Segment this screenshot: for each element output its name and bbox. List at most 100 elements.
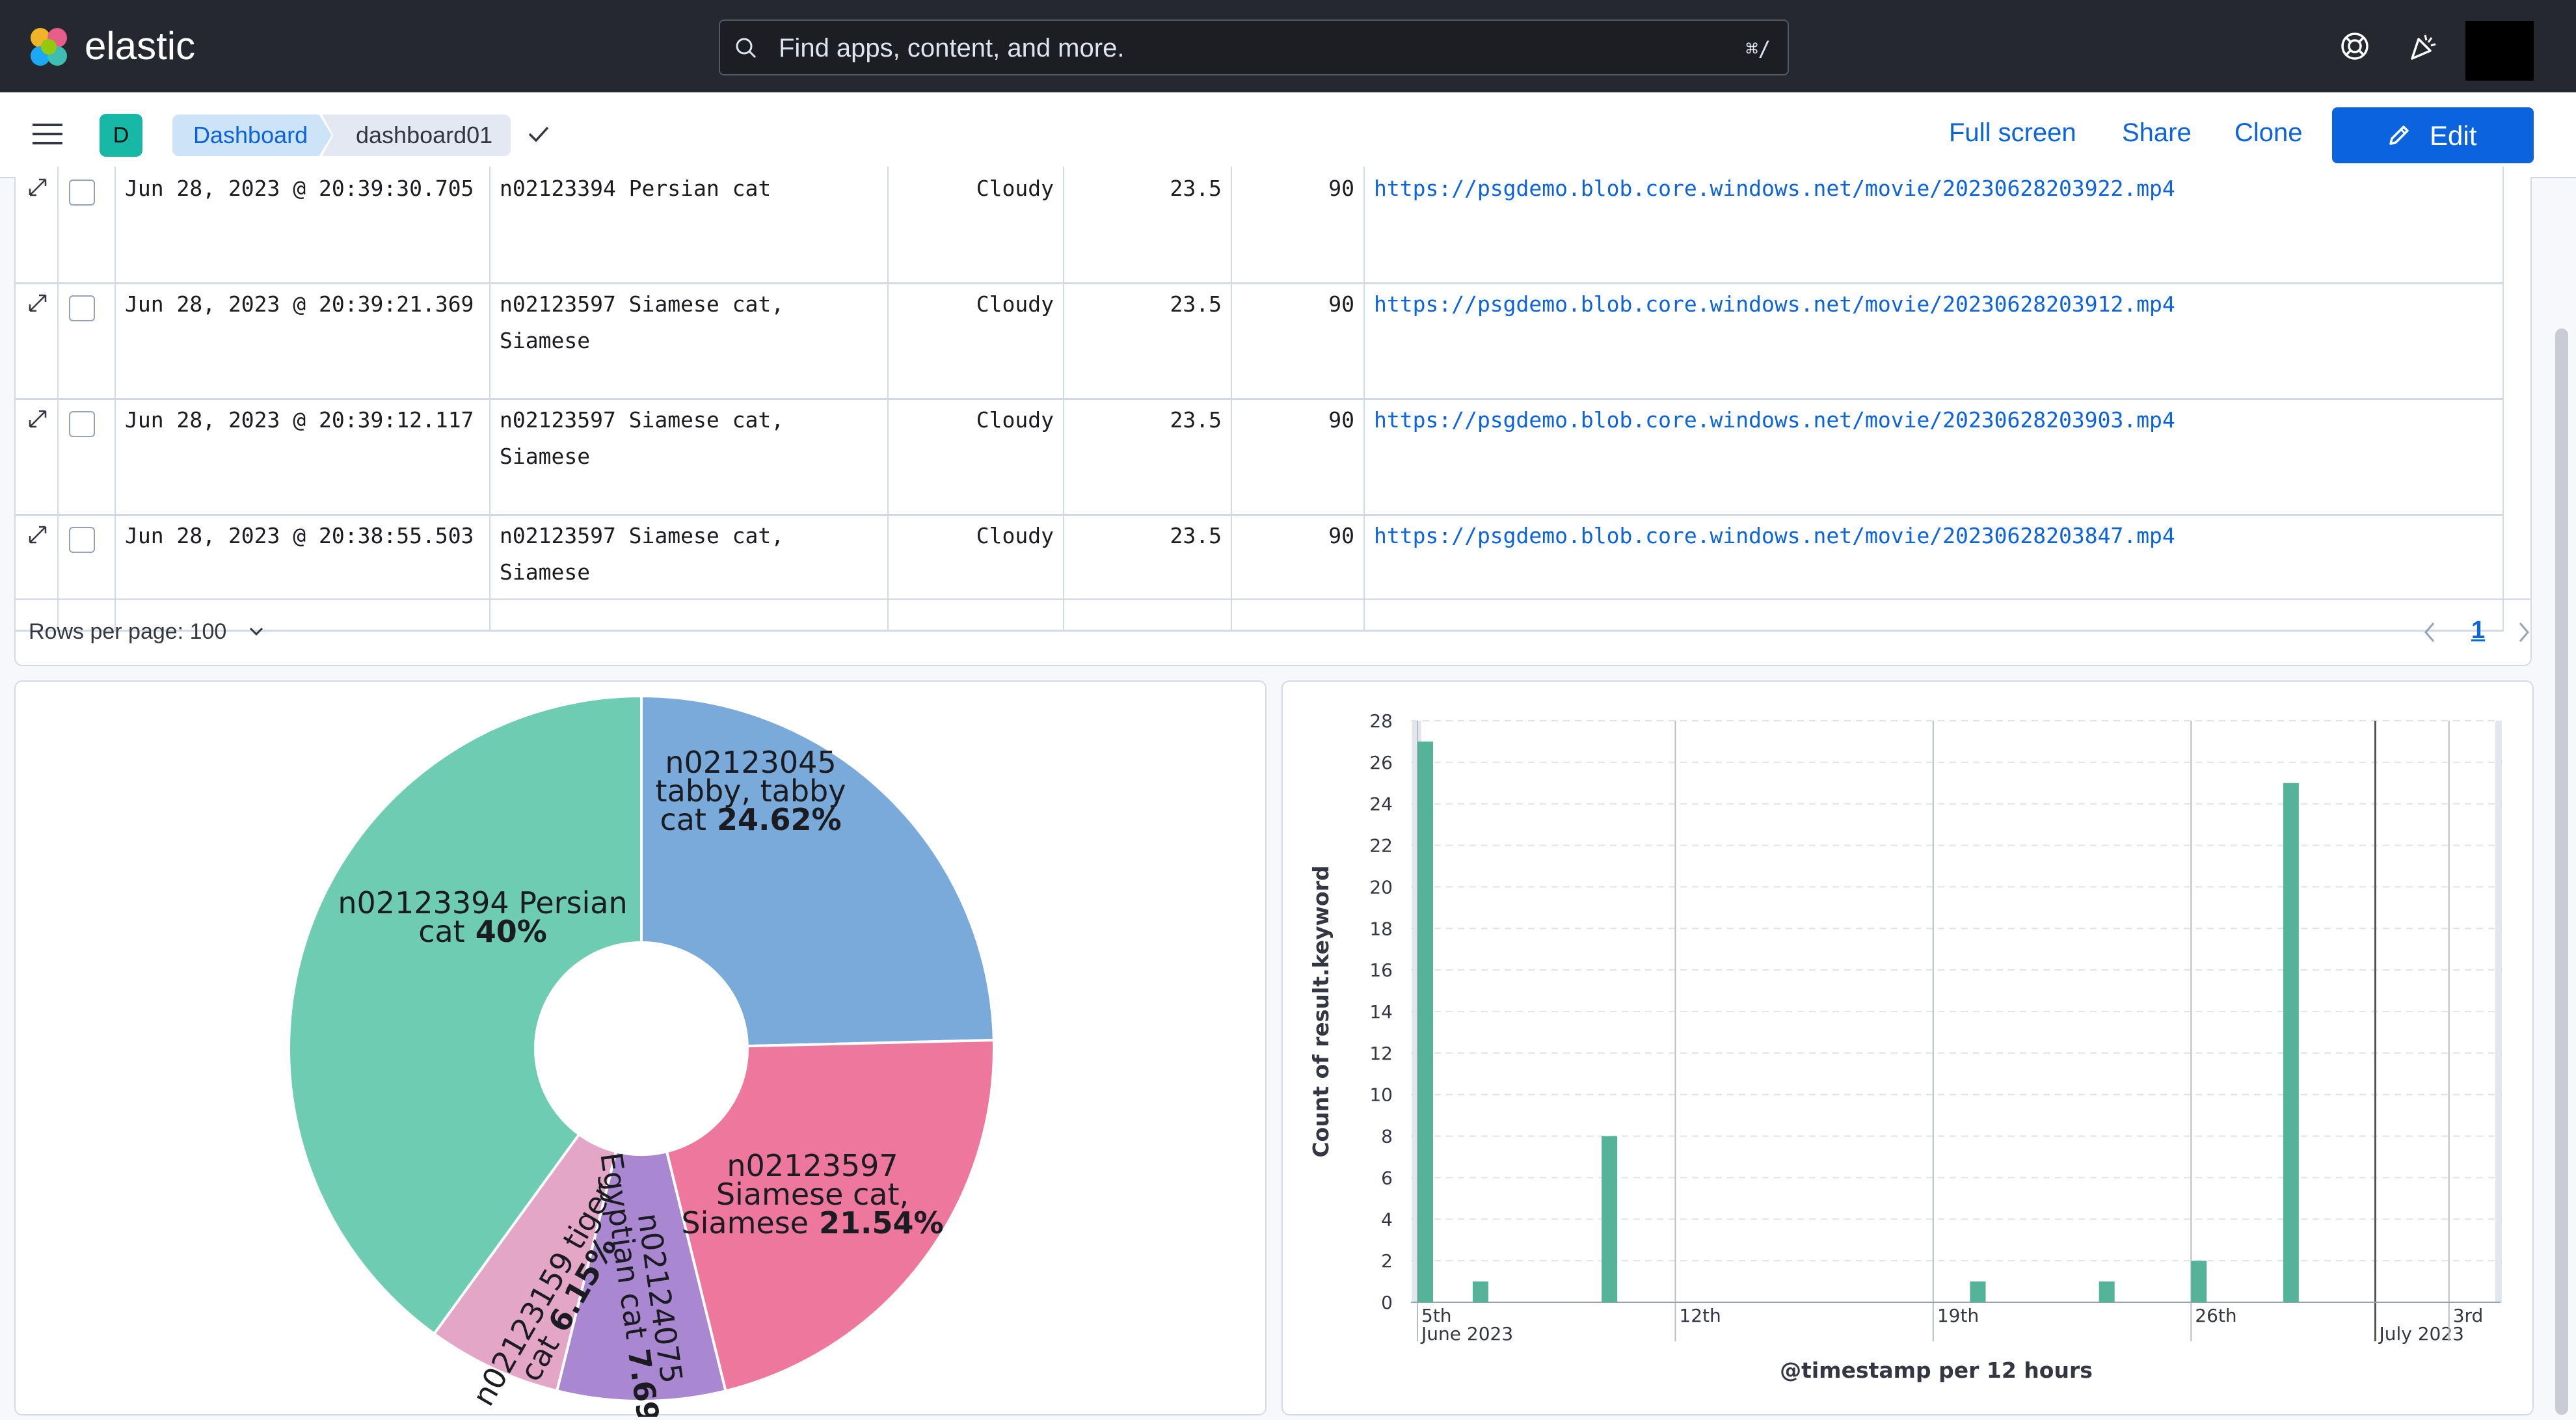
row-checkbox[interactable] — [69, 180, 95, 206]
humidity-cell: 90 — [1232, 398, 1365, 514]
y-tick-label: 12 — [1369, 1043, 1393, 1064]
y-tick-label: 4 — [1381, 1209, 1393, 1230]
check-icon — [528, 126, 549, 142]
expand-icon[interactable] — [26, 407, 49, 431]
url-link[interactable]: https://psgdemo.blob.core.windows.net/mo… — [1365, 398, 2504, 514]
chevron-right-icon[interactable] — [2514, 619, 2534, 645]
row-checkbox[interactable] — [69, 295, 95, 321]
x-tick-label: 19th — [1937, 1305, 1979, 1326]
help-icon[interactable] — [2339, 30, 2371, 62]
space-avatar[interactable]: D — [100, 114, 142, 157]
pie-label-line: Siamese cat, — [716, 1177, 909, 1212]
clone-button[interactable]: Clone — [2234, 118, 2303, 147]
global-search[interactable]: Find apps, content, and more. ⌘/ — [719, 20, 1789, 75]
full-screen-button[interactable]: Full screen — [1949, 118, 2076, 147]
y-tick-label: 16 — [1369, 959, 1393, 981]
row-select-cell[interactable] — [59, 398, 116, 514]
elastic-logo-icon[interactable] — [26, 25, 72, 70]
edit-label: Edit — [2430, 120, 2477, 151]
menu-icon[interactable] — [33, 121, 64, 147]
temperature-cell: 23.5 — [1064, 282, 1232, 398]
pie-slice-label: n02123597 Siamese cat, Siamese 21.54% — [681, 1148, 943, 1240]
row-select-cell[interactable] — [59, 514, 116, 630]
pie-label-line: n02123045 — [665, 745, 836, 780]
row-checkbox[interactable] — [69, 527, 95, 553]
breadcrumb-dashboard01: dashboard01 — [322, 114, 511, 156]
y-tick-label: 28 — [1369, 710, 1393, 732]
humidity-cell: 90 — [1232, 282, 1365, 398]
pie-slice[interactable] — [432, 1132, 618, 1393]
result-cell: n02123394 Persian cat — [490, 167, 889, 282]
bar[interactable] — [2283, 783, 2299, 1302]
pie-slice[interactable] — [555, 1149, 727, 1403]
y-axis-title: Count of result.keyword — [1308, 865, 1334, 1157]
chevron-down-icon[interactable] — [247, 622, 266, 641]
expand-cell[interactable] — [16, 398, 59, 514]
x-axis-title: @timestamp per 12 hours — [1780, 1358, 2093, 1383]
expand-icon[interactable] — [26, 176, 49, 199]
table-footer: Rows per page: 100 1 — [16, 598, 2530, 665]
pie-slice-label: n02123394 Persian cat 40% — [338, 885, 627, 949]
pie-chart: n02123045 tabby, tabby cat 24.62% n02123597… — [288, 694, 995, 1420]
weather-cell: Cloudy — [889, 514, 1064, 630]
y-tick-label: 18 — [1369, 918, 1393, 939]
humidity-cell: 90 — [1232, 167, 1365, 282]
expand-cell[interactable] — [16, 282, 59, 398]
pie-slice-percent: 40% — [465, 914, 547, 949]
temperature-cell: 23.5 — [1064, 398, 1232, 514]
newsfeed-icon[interactable] — [2407, 30, 2439, 62]
expand-icon[interactable] — [26, 291, 49, 315]
bar[interactable] — [2099, 1281, 2115, 1302]
url-link[interactable]: https://psgdemo.blob.core.windows.net/mo… — [1365, 167, 2504, 282]
y-tick-label: 14 — [1369, 1001, 1393, 1023]
row-checkbox[interactable] — [69, 411, 95, 437]
timestamp-cell: Jun 28, 2023 @ 20:38:55.503 — [116, 514, 490, 630]
url-link[interactable]: https://psgdemo.blob.core.windows.net/mo… — [1365, 514, 2504, 630]
row-select-cell[interactable] — [59, 167, 116, 282]
pie-slice[interactable] — [640, 694, 995, 1048]
expand-cell[interactable] — [16, 167, 59, 282]
result-cell: n02123597 Siamese cat, Siamese — [490, 398, 889, 514]
y-tick-label: 2 — [1381, 1250, 1393, 1272]
pie-slice[interactable] — [288, 694, 643, 1336]
expand-cell[interactable] — [16, 514, 59, 630]
bar[interactable] — [1602, 1136, 1618, 1302]
search-input[interactable]: Find apps, content, and more. — [779, 34, 1125, 62]
pie-label-line: Siamese — [681, 1205, 809, 1240]
rows-per-page-select[interactable]: Rows per page: 100 — [29, 619, 227, 644]
x-tick-label: 12th — [1679, 1305, 1721, 1326]
y-tick-label: 10 — [1369, 1084, 1393, 1106]
breadcrumb-dashboard[interactable]: Dashboard — [172, 114, 332, 156]
share-button[interactable]: Share — [2122, 118, 2192, 147]
timestamp-cell: Jun 28, 2023 @ 20:39:21.369 — [116, 282, 490, 398]
x-tick-sublabel: June 2023 — [1420, 1323, 1513, 1345]
pie-slice[interactable] — [665, 1039, 995, 1393]
bar[interactable] — [1472, 1281, 1488, 1302]
pie-slice-percent: 24.62% — [706, 802, 842, 837]
y-tick-label: 0 — [1381, 1292, 1393, 1313]
brand-name[interactable]: elastic — [85, 24, 196, 68]
table-row: Jun 28, 2023 @ 20:38:55.503 n02123597 Sia… — [16, 514, 2504, 632]
result-cell: n02123597 Siamese cat, Siamese — [490, 514, 889, 630]
humidity-cell: 90 — [1232, 514, 1365, 630]
bar[interactable] — [1970, 1281, 1986, 1302]
pie-label-line: tabby, tabby — [656, 773, 846, 809]
result-text: Siamese — [500, 444, 591, 469]
user-avatar[interactable] — [2465, 21, 2534, 81]
y-tick-label: 24 — [1369, 794, 1393, 815]
pagination-page-1[interactable]: 1 — [2471, 617, 2486, 644]
table-row: Jun 28, 2023 @ 20:39:30.705 n02123394 Per… — [16, 167, 2504, 284]
row-select-cell[interactable] — [59, 282, 116, 398]
chevron-left-icon[interactable] — [2419, 619, 2440, 645]
result-text: n02123394 Persian cat — [500, 176, 771, 201]
page-scrollbar[interactable] — [2555, 328, 2568, 1415]
x-tick-label: 5th — [1421, 1305, 1452, 1326]
bar[interactable] — [1417, 741, 1433, 1302]
url-link[interactable]: https://psgdemo.blob.core.windows.net/mo… — [1365, 282, 2504, 398]
expand-icon[interactable] — [26, 523, 49, 546]
bar[interactable] — [2191, 1261, 2207, 1302]
pie-label-line: cat — [660, 802, 706, 837]
edit-button[interactable]: Edit — [2332, 107, 2534, 163]
temperature-cell: 23.5 — [1064, 514, 1232, 630]
